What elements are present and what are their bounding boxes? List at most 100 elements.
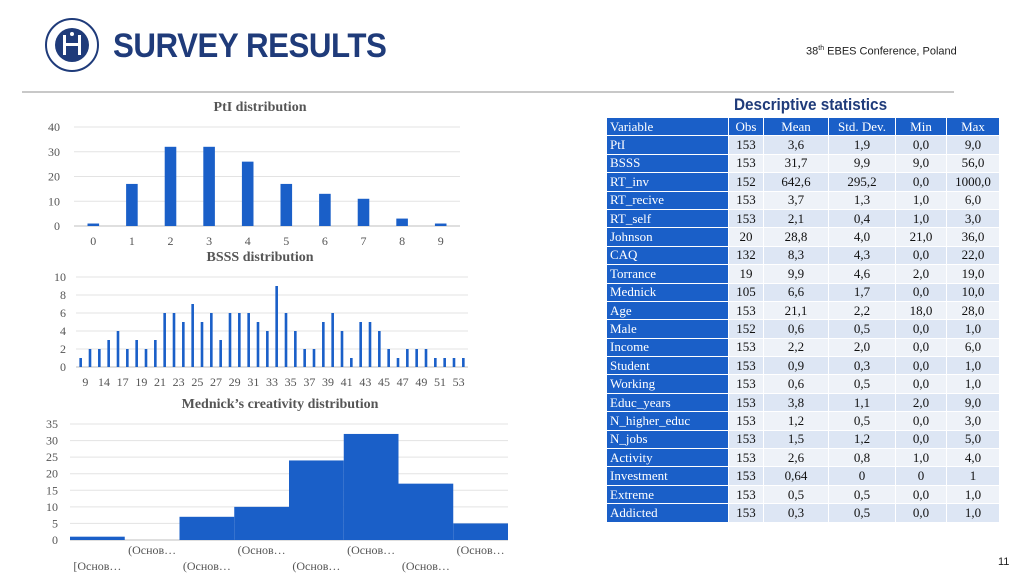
x-tick-label: 3 — [206, 234, 212, 248]
table-cell: 1,2 — [828, 429, 896, 450]
variable-cell: Male — [606, 319, 729, 339]
bar — [200, 322, 204, 367]
bar — [234, 506, 289, 540]
bar — [294, 331, 297, 367]
variable-cell: Investment — [606, 466, 729, 486]
table-cell: 20 — [728, 227, 764, 247]
bar — [163, 313, 166, 367]
x-tick-label: (Основ… — [347, 543, 395, 557]
bar — [144, 349, 148, 367]
table-cell: 1,0 — [895, 448, 947, 468]
table-cell: 153 — [728, 484, 764, 505]
table-cell: 0,0 — [895, 429, 947, 450]
column-header: Max — [946, 116, 1000, 137]
table-cell: 1,3 — [828, 190, 896, 210]
table-cell: 153 — [728, 503, 764, 523]
table-cell: 3,6 — [763, 135, 829, 155]
table-cell: 21,0 — [895, 227, 947, 247]
bar — [331, 313, 334, 367]
variable-cell: Working — [606, 374, 729, 394]
table-cell: 152 — [728, 172, 764, 192]
table-cell: 0,3 — [828, 356, 896, 376]
x-tick-label: 49 — [415, 375, 427, 389]
table-cell: 56,0 — [946, 153, 1000, 174]
table-cell: 0,5 — [828, 503, 896, 523]
bar — [357, 198, 370, 226]
variable-cell: CAQ — [606, 245, 729, 266]
table-row: RT_recive 153 3,7 1,3 1,0 6,0 — [606, 190, 1000, 210]
table-cell: 153 — [728, 466, 764, 486]
table-cell: 1,0 — [895, 208, 947, 229]
bar — [203, 146, 215, 226]
table-cell: 153 — [728, 300, 764, 321]
table-cell: 6,6 — [763, 282, 829, 302]
x-tick-label: 5 — [283, 234, 289, 248]
table-cell: 36,0 — [946, 227, 1000, 247]
column-header: Mean — [763, 116, 829, 137]
table-cell: 1,0 — [946, 503, 1000, 523]
variable-cell: BSSS — [606, 153, 729, 174]
table-cell: 0,5 — [828, 374, 896, 394]
x-tick-label: 35 — [285, 375, 297, 389]
bar — [179, 516, 235, 540]
table-cell: 0,0 — [895, 337, 947, 358]
table-row: BSSS 153 31,7 9,9 9,0 56,0 — [606, 153, 1000, 174]
x-tick-label: 47 — [397, 375, 409, 389]
table-cell: 0,5 — [763, 484, 829, 505]
header-divider — [22, 91, 954, 93]
table-row: Educ_years 153 3,8 1,1 2,0 9,0 — [606, 392, 1000, 413]
bar — [228, 313, 232, 367]
table-cell: 2,0 — [895, 392, 947, 413]
bar — [424, 349, 428, 367]
table-cell: 2,1 — [763, 208, 829, 229]
table-cell: 1,0 — [946, 356, 1000, 376]
table-row: N_higher_educ 153 1,2 0,5 0,0 3,0 — [606, 411, 1000, 431]
descriptive-stats-table: Variable Obs Mean Std. Dev. Min Max PtI 153 3,6 1… — [606, 116, 1000, 523]
table-cell: 153 — [728, 448, 764, 468]
table-cell: 0,4 — [828, 208, 896, 229]
table-cell: 2,0 — [895, 264, 947, 284]
x-tick-label: 29 — [229, 375, 241, 389]
y-tick-label: 25 — [46, 450, 58, 464]
bar — [172, 313, 176, 367]
pti-chart-title: PtI distribution — [213, 100, 307, 115]
table-cell: 0 — [895, 466, 947, 486]
x-tick-label: 8 — [399, 234, 405, 248]
bar — [210, 313, 213, 367]
table-cell: 0,0 — [895, 411, 947, 431]
x-tick-label: 1 — [129, 234, 135, 248]
bar — [340, 331, 344, 367]
university-logo — [45, 18, 99, 72]
table-cell: 19,0 — [946, 264, 1000, 284]
table-cell: 21,1 — [763, 300, 829, 321]
table-cell: 1,1 — [828, 392, 896, 413]
pti-distribution-chart: 0 10 20 30 40 0 1 2 3 4 5 6 7 8 9 — [48, 120, 460, 248]
variable-cell: N_jobs — [606, 429, 729, 450]
variable-cell: Age — [606, 300, 729, 321]
bar — [453, 523, 508, 540]
table-cell: 0,9 — [763, 356, 829, 376]
bar — [396, 218, 408, 226]
bar — [107, 340, 110, 367]
table-cell: 1,0 — [946, 319, 1000, 339]
x-tick-label: 4 — [245, 234, 251, 248]
table-cell: 152 — [728, 319, 764, 339]
table-cell: 153 — [728, 429, 764, 450]
y-tick-label: 5 — [52, 516, 58, 530]
table-cell: 0,0 — [895, 319, 947, 339]
x-tick-label: 14 — [98, 375, 110, 389]
table-cell: 9,0 — [946, 135, 1000, 155]
bar — [98, 349, 101, 367]
bar — [443, 358, 446, 367]
table-cell: 0,6 — [763, 319, 829, 339]
bar — [191, 304, 194, 367]
table-cell: 18,0 — [895, 300, 947, 321]
table-cell: 1000,0 — [946, 172, 1000, 192]
table-row: Mednick 105 6,6 1,7 0,0 10,0 — [606, 282, 1000, 302]
bsss-chart-title: BSSS distribution — [206, 250, 314, 265]
table-header-row: Variable Obs Mean Std. Dev. Min Max — [606, 116, 1000, 137]
variable-cell: RT_inv — [606, 172, 729, 192]
table-cell: 0,0 — [895, 356, 947, 376]
table-cell: 3,7 — [763, 190, 829, 210]
table-cell: 153 — [728, 135, 764, 155]
